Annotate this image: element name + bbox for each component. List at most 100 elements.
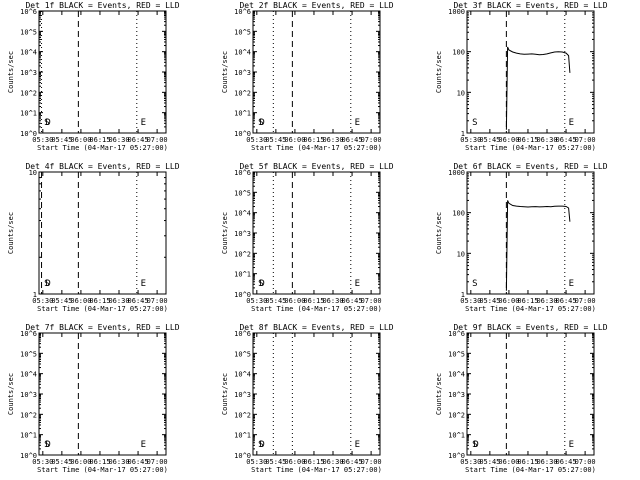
y-tick-label: 10^5 <box>234 189 251 197</box>
y-tick-label: 1 <box>461 291 465 299</box>
x-tick-label: 06:00 <box>284 136 305 144</box>
x-tick-label: 05:30 <box>32 297 53 305</box>
marker-s: S <box>472 118 477 128</box>
marker-s: S <box>258 279 263 289</box>
x-tick-label: 07:00 <box>147 458 168 466</box>
x-tick-label: 06:30 <box>536 136 557 144</box>
panel-title: Det 6f BLACK = Events, RED = LLD <box>453 162 607 171</box>
marker-e: E <box>355 440 360 450</box>
marker-d: D <box>259 279 264 289</box>
y-tick-label: 10^3 <box>448 391 465 399</box>
y-tick-label: 10^6 <box>234 330 251 338</box>
marker-s: S <box>472 279 477 289</box>
y-tick-label: 10^3 <box>234 69 251 77</box>
x-tick-label: 06:45 <box>128 458 149 466</box>
y-tick-label: 10^4 <box>234 210 251 218</box>
x-axis-label: Start Time (04-Mar-17 05:27:00) <box>37 466 168 474</box>
marker-s: S <box>258 440 263 450</box>
y-tick-label: 10^1 <box>234 432 251 440</box>
panel-title: Det 8f BLACK = Events, RED = LLD <box>239 323 393 332</box>
y-tick-label: 10^2 <box>20 89 37 97</box>
y-tick-label: 10^1 <box>234 271 251 279</box>
x-tick-label: 06:15 <box>517 458 538 466</box>
marker-e: E <box>569 279 574 289</box>
panel-title: Det 9f BLACK = Events, RED = LLD <box>453 323 607 332</box>
x-axis-label: Start Time (04-Mar-17 05:27:00) <box>465 466 596 474</box>
y-tick-label: 10^6 <box>20 330 37 338</box>
x-tick-label: 05:30 <box>32 458 53 466</box>
y-tick-label: 10^4 <box>20 49 37 57</box>
y-tick-label: 1000 <box>448 169 465 177</box>
y-tick-label: 10^3 <box>20 69 37 77</box>
y-tick-label: 10 <box>457 89 465 97</box>
x-tick-label: 05:45 <box>479 297 500 305</box>
plot-frame <box>38 171 167 295</box>
y-tick-label: 10^0 <box>448 452 465 460</box>
x-axis-label: Start Time (04-Mar-17 05:27:00) <box>251 144 382 152</box>
x-tick-label: 05:45 <box>479 458 500 466</box>
y-tick-label: 10^2 <box>448 411 465 419</box>
marker-e: E <box>141 279 146 289</box>
x-tick-label: 06:45 <box>342 136 363 144</box>
panel-det-2: Det 2f BLACK = Events, RED = LLD 05:3005:… <box>221 1 394 152</box>
y-axis-label: Counts/sec <box>7 51 15 93</box>
x-tick-label: 06:45 <box>342 458 363 466</box>
x-tick-label: 07:00 <box>361 297 382 305</box>
marker-s: S <box>44 440 49 450</box>
x-tick-label: 06:45 <box>128 297 149 305</box>
y-tick-label: 100 <box>452 49 465 57</box>
plot-frame <box>466 171 595 295</box>
x-tick-label: 06:00 <box>498 297 519 305</box>
marker-e: E <box>569 118 574 128</box>
marker-d: D <box>259 440 264 450</box>
x-tick-label: 07:00 <box>575 297 596 305</box>
y-tick-label: 10^0 <box>234 452 251 460</box>
marker-s: S <box>472 440 477 450</box>
x-tick-label: 05:45 <box>265 458 286 466</box>
y-tick-label: 10^6 <box>448 330 465 338</box>
x-tick-label: 05:45 <box>51 458 72 466</box>
x-tick-label: 06:15 <box>89 136 110 144</box>
y-tick-label: 10^5 <box>448 350 465 358</box>
x-tick-label: 06:45 <box>556 458 577 466</box>
x-tick-label: 07:00 <box>147 136 168 144</box>
x-tick-label: 06:15 <box>89 297 110 305</box>
panel-det-1: Det 1f BLACK = Events, RED = LLD 05:3005:… <box>7 1 180 152</box>
x-tick-label: 05:30 <box>460 136 481 144</box>
x-tick-label: 06:00 <box>70 297 91 305</box>
y-axis-label: Counts/sec <box>435 51 443 93</box>
y-tick-label: 10^0 <box>234 130 251 138</box>
x-tick-label: 05:30 <box>246 297 267 305</box>
marker-s: S <box>44 279 49 289</box>
x-tick-label: 06:00 <box>70 458 91 466</box>
x-tick-label: 05:30 <box>460 297 481 305</box>
y-tick-label: 1 <box>461 130 465 138</box>
marker-s: S <box>44 118 49 128</box>
y-tick-label: 1 <box>33 291 37 299</box>
y-tick-label: 10^0 <box>20 130 37 138</box>
panel-title: Det 5f BLACK = Events, RED = LLD <box>239 162 393 171</box>
panel-det-6: Det 6f BLACK = Events, RED = LLD 05:3005:… <box>435 162 608 313</box>
panel-det-8: Det 8f BLACK = Events, RED = LLD 05:3005:… <box>221 323 394 474</box>
x-tick-label: 06:45 <box>556 297 577 305</box>
y-tick-label: 10^0 <box>20 452 37 460</box>
x-tick-label: 06:15 <box>517 136 538 144</box>
y-axis-label: Counts/sec <box>435 373 443 415</box>
x-tick-label: 06:30 <box>536 458 557 466</box>
y-axis-label: Counts/sec <box>7 373 15 415</box>
panel-title: Det 7f BLACK = Events, RED = LLD <box>25 323 179 332</box>
x-tick-label: 06:30 <box>322 136 343 144</box>
marker-d: D <box>45 440 50 450</box>
x-axis-label: Start Time (04-Mar-17 05:27:00) <box>251 305 382 313</box>
y-tick-label: 10^3 <box>234 230 251 238</box>
marker-e: E <box>141 118 146 128</box>
y-tick-label: 10^5 <box>234 28 251 36</box>
y-tick-label: 10^1 <box>20 110 37 118</box>
x-axis-label: Start Time (04-Mar-17 05:27:00) <box>465 144 596 152</box>
y-tick-label: 10^3 <box>20 391 37 399</box>
series-line-events <box>505 46 571 130</box>
x-tick-label: 05:45 <box>479 136 500 144</box>
panel-title: Det 1f BLACK = Events, RED = LLD <box>25 1 179 10</box>
y-tick-label: 100 <box>452 210 465 218</box>
